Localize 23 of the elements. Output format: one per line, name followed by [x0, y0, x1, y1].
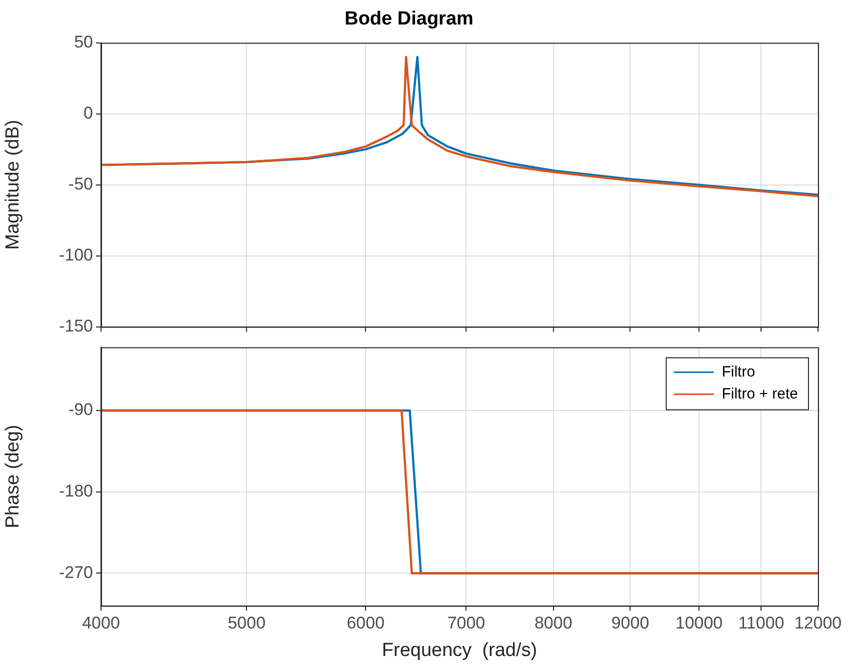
y-tick-label: -180 [58, 482, 93, 501]
x-tick-label: 6000 [346, 614, 385, 633]
legend-label: Filtro + rete [722, 385, 798, 402]
x-tick-label: 8000 [534, 614, 572, 633]
y-tick-label: 0 [84, 103, 93, 122]
y-tick-label: -150 [58, 316, 93, 336]
x-tick-label: 7000 [447, 614, 486, 633]
x-tick-label: 11000 [738, 614, 784, 633]
x-tick-label: 9000 [611, 614, 650, 633]
x-tick-label: 5000 [228, 614, 266, 633]
y-tick-label: -50 [68, 174, 93, 194]
chart-title: Bode Diagram [344, 8, 474, 30]
y-axis-title: Magnitude (dB) [2, 120, 24, 250]
y-tick-label: -90 [68, 400, 93, 420]
x-tick-label: 4000 [82, 614, 120, 633]
legend-label: Filtro [722, 363, 756, 380]
y-tick-label: 50 [74, 32, 93, 52]
y-tick-label: -100 [58, 245, 93, 264]
y-tick-label: -270 [58, 562, 93, 582]
x-tick-label: 12000 [794, 614, 842, 633]
x-tick-label: 10000 [675, 614, 723, 633]
y-axis-title: Phase (deg) [2, 424, 24, 528]
x-axis-title: Frequency (rad/s) [382, 640, 538, 661]
